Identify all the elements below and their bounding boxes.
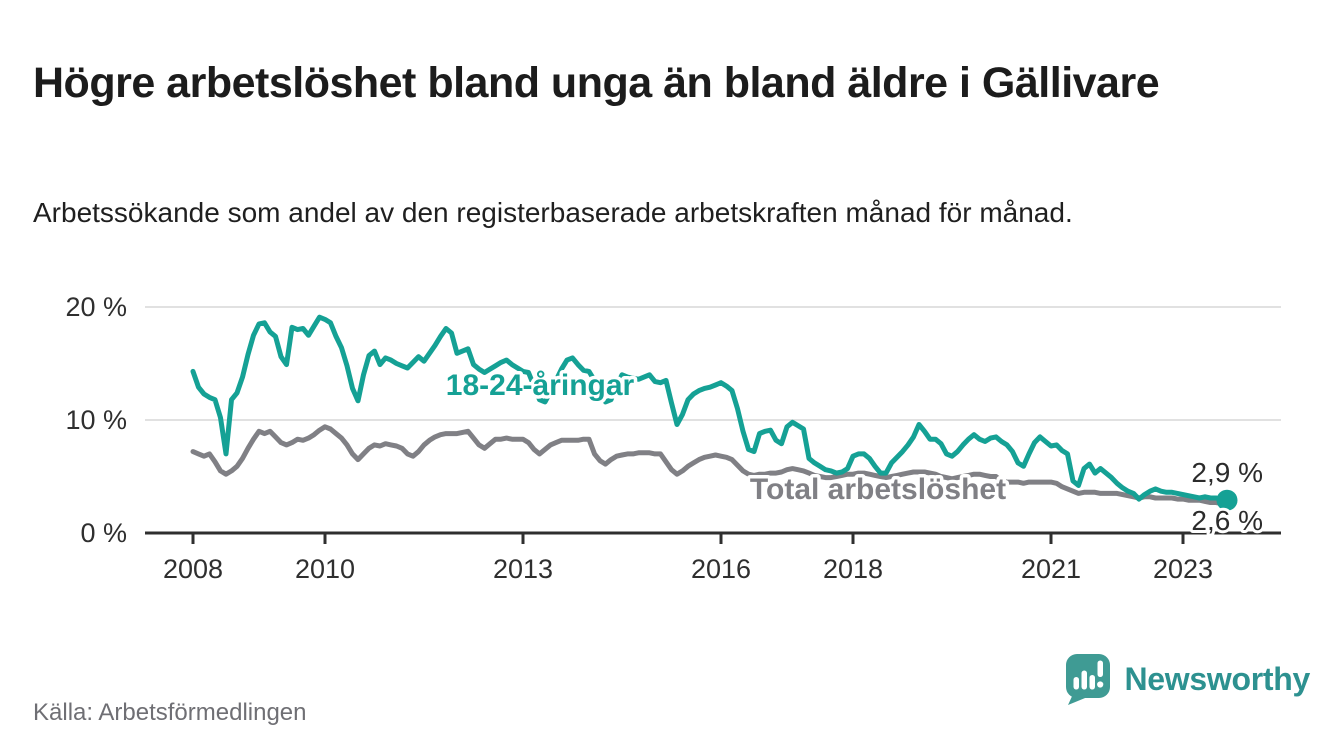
end-value-label-18-24: 2,9 % bbox=[1191, 457, 1263, 488]
x-tick-label: 2010 bbox=[295, 554, 355, 584]
x-tick-label: 2018 bbox=[823, 554, 883, 584]
chart-subtitle: Arbetssökande som andel av den registerb… bbox=[33, 197, 1073, 228]
series-line-total bbox=[190, 424, 1230, 507]
y-tick-label: 10 % bbox=[65, 405, 127, 435]
newsworthy-wordmark: Newsworthy bbox=[1124, 660, 1311, 697]
x-tick-label: 2023 bbox=[1153, 554, 1213, 584]
x-tick-label: 2021 bbox=[1021, 554, 1081, 584]
y-tick-label: 20 % bbox=[65, 292, 127, 322]
end-value-label-total: 2,6 % bbox=[1191, 505, 1263, 536]
x-tick-label: 2008 bbox=[163, 554, 223, 584]
series-label-18-24: 18-24-åringar bbox=[446, 369, 635, 402]
y-tick-label: 0 % bbox=[80, 518, 127, 548]
x-tick-label: 2016 bbox=[691, 554, 751, 584]
page-title: Högre arbetslöshet bland unga än bland ä… bbox=[33, 58, 1160, 107]
series-line-18-24 bbox=[190, 314, 1230, 503]
newsworthy-logo-icon bbox=[1065, 654, 1110, 705]
series-label-total: Total arbetslöshet bbox=[750, 473, 1006, 506]
newsworthy-brand-lockup[interactable]: Newsworthy bbox=[1063, 652, 1311, 706]
x-tick-label: 2013 bbox=[493, 554, 553, 584]
source-note: Källa: Arbetsförmedlingen bbox=[33, 699, 307, 726]
series-end-dot bbox=[1216, 489, 1238, 511]
